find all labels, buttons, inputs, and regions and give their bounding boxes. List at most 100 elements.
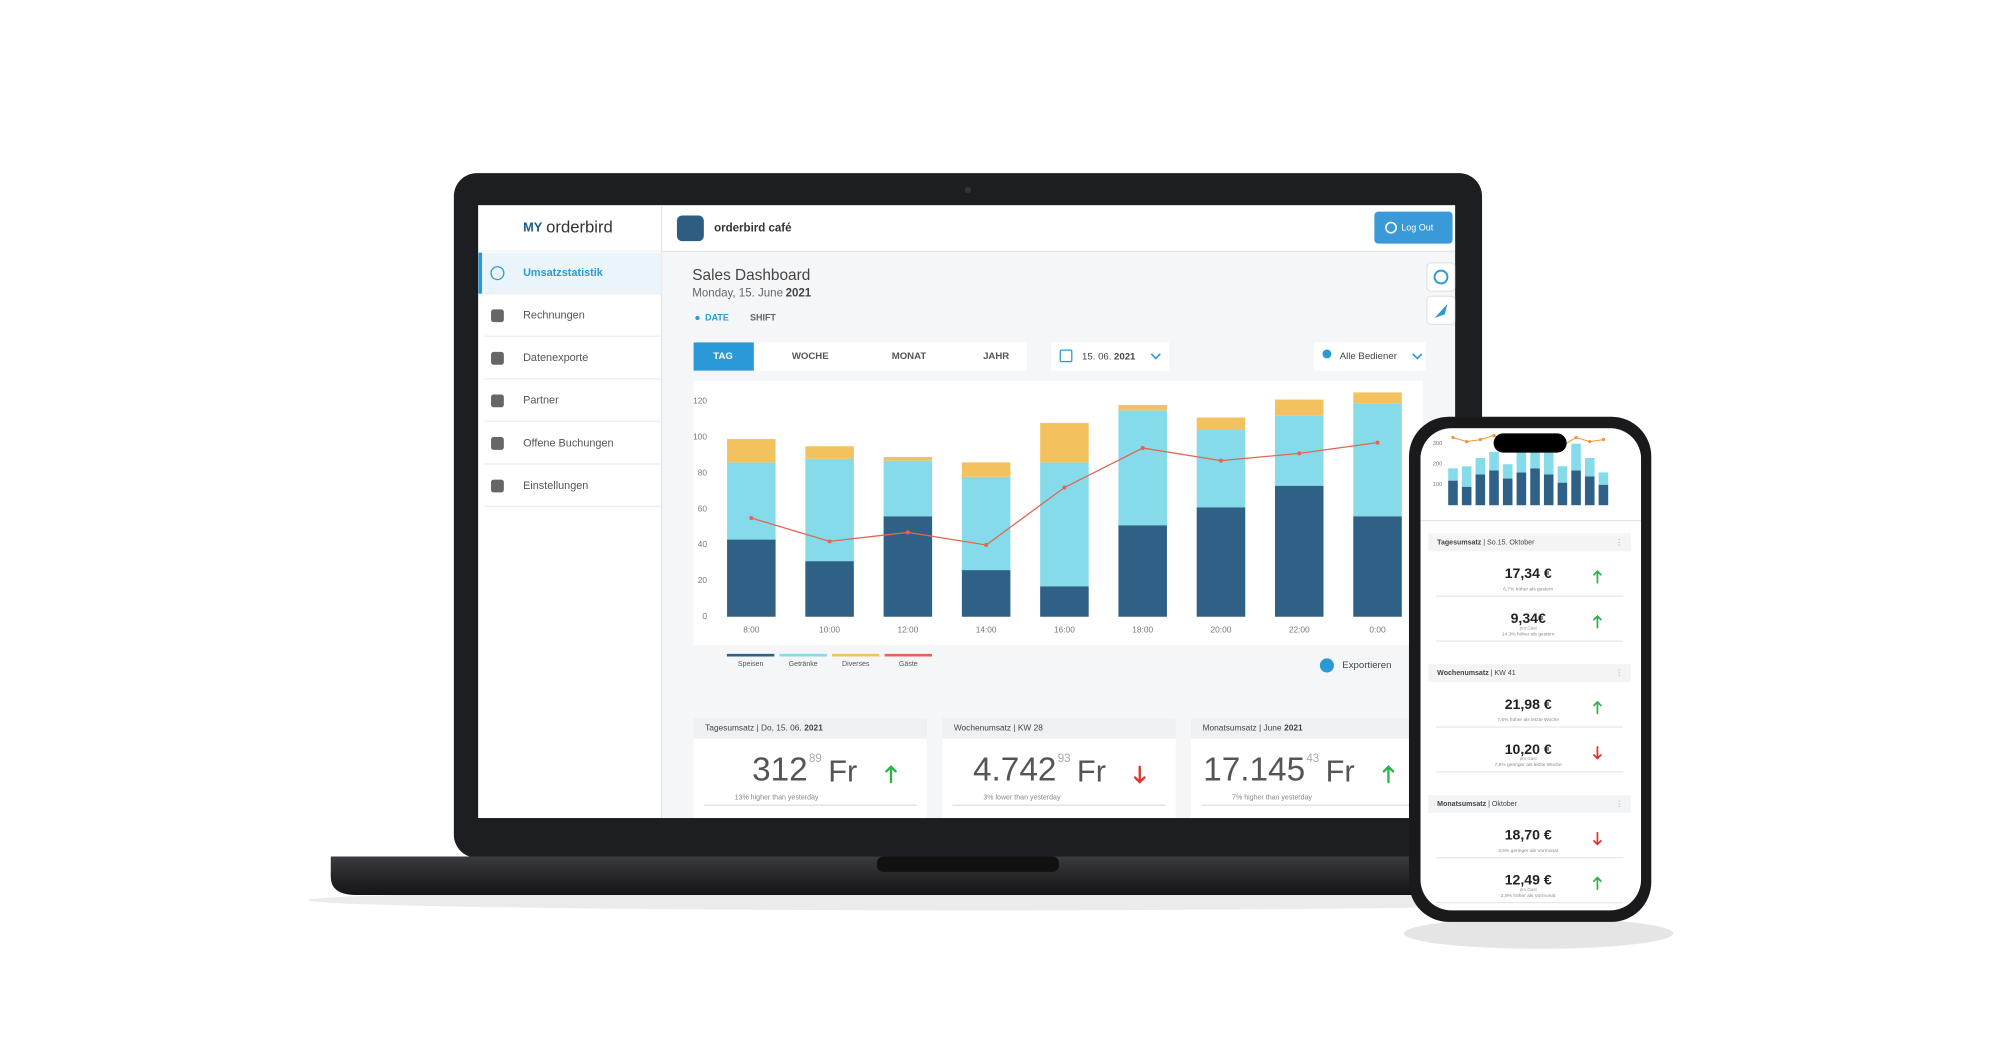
kpi-label: Monatsumsatz | June 2021 bbox=[1203, 722, 1303, 732]
bar-segment bbox=[1598, 472, 1609, 485]
toggle-dot bbox=[695, 315, 700, 321]
bar-segment bbox=[1516, 449, 1527, 473]
staff-filter[interactable] bbox=[1314, 342, 1426, 371]
phone-section-header bbox=[1428, 533, 1631, 552]
nav-item[interactable]: Umsatzstatistik bbox=[523, 267, 604, 279]
line-point bbox=[1140, 445, 1145, 451]
nav-item[interactable]: Einstellungen bbox=[523, 480, 588, 492]
logo-my: MY bbox=[523, 220, 543, 235]
trend-arrow bbox=[1593, 614, 1602, 629]
tab[interactable]: TAG bbox=[713, 351, 733, 362]
nav-active bbox=[478, 252, 662, 294]
phone-value: 18,70 € bbox=[1505, 827, 1552, 843]
kpi-note: 7% higher than yesterday bbox=[1232, 794, 1312, 801]
bar-segment bbox=[1461, 466, 1472, 487]
phone-note: 3,5% geringer als Vormonat bbox=[1498, 848, 1559, 854]
menu-dots: ⋮ bbox=[1615, 668, 1623, 677]
bar-segment bbox=[1557, 466, 1568, 483]
nav-item[interactable]: Datenexporte bbox=[523, 352, 588, 364]
bar-segment bbox=[1502, 478, 1513, 506]
phone-note: 2,9% höher als Vormonat bbox=[1501, 893, 1556, 899]
bar-segment bbox=[883, 457, 933, 461]
bar-segment bbox=[805, 561, 854, 617]
tab-active bbox=[693, 342, 754, 371]
trend-arrow bbox=[1593, 570, 1602, 584]
x-tick-label: 22:00 bbox=[1289, 624, 1310, 634]
dynamic-island bbox=[1493, 433, 1567, 453]
laptop-notch bbox=[876, 856, 1059, 872]
legend-label: Diverses bbox=[842, 661, 870, 668]
phone-section-header bbox=[1428, 794, 1631, 813]
kpi-label: Wochenumsatz | KW 28 bbox=[954, 722, 1043, 732]
kpi-decimals: 93 bbox=[1058, 753, 1071, 765]
x-tick-label: 18:00 bbox=[1132, 624, 1153, 634]
y-tick-label: 300 bbox=[1433, 441, 1443, 447]
line-point bbox=[1601, 437, 1606, 442]
nav-item[interactable]: Offene Buchungen bbox=[523, 437, 614, 449]
line-point bbox=[1588, 439, 1592, 444]
line-point bbox=[1574, 435, 1578, 440]
line-point bbox=[1062, 485, 1067, 490]
chevron bbox=[1412, 353, 1423, 360]
toggle[interactable]: SHIFT bbox=[750, 312, 776, 322]
line-point bbox=[905, 530, 910, 535]
kpi-label-text: Tagesumsatz | Do, 15. 06. bbox=[705, 722, 802, 732]
tab[interactable]: MONAT bbox=[892, 351, 927, 362]
kpi-header bbox=[693, 718, 927, 739]
phone-section-label: Monatsumsatz | Oktober bbox=[1437, 801, 1517, 808]
trend-arrow bbox=[1133, 765, 1146, 784]
date-picker[interactable] bbox=[1051, 342, 1170, 371]
y-tick-label: 100 bbox=[693, 431, 707, 441]
trend-arrow bbox=[885, 765, 897, 784]
date-picker-date: 15. 06. bbox=[1082, 351, 1111, 362]
phone-shadow bbox=[1403, 918, 1674, 949]
toggle[interactable]: DATE bbox=[705, 312, 729, 322]
tab[interactable]: JAHR bbox=[983, 351, 1009, 362]
nav-icon bbox=[491, 351, 504, 365]
y-tick-label: 60 bbox=[698, 503, 708, 513]
date-picker-year: 2021 bbox=[1114, 351, 1136, 362]
bar-segment bbox=[1584, 458, 1595, 477]
line-point bbox=[1465, 439, 1469, 444]
bar-segment bbox=[1353, 516, 1402, 617]
phone-section-sub: | So.15. Oktober bbox=[1481, 539, 1535, 546]
y-tick-label: 100 bbox=[1433, 482, 1443, 488]
y-tick-label: 200 bbox=[1433, 462, 1443, 468]
line-point bbox=[827, 539, 832, 544]
logout-button[interactable] bbox=[1374, 211, 1453, 244]
export-icon[interactable] bbox=[1319, 658, 1334, 673]
date-text: Monday, 15. June bbox=[692, 288, 783, 300]
nav-item[interactable]: Rechnungen bbox=[523, 310, 585, 322]
bar-segment bbox=[1489, 451, 1499, 471]
trend-arrow bbox=[1593, 876, 1602, 891]
kpi-header bbox=[1191, 718, 1425, 739]
bar-segment bbox=[1118, 410, 1167, 526]
line-point bbox=[1218, 458, 1224, 463]
x-tick-label: 14:00 bbox=[976, 624, 997, 634]
phone-section-sub: | KW 41 bbox=[1489, 670, 1516, 677]
tab[interactable]: WOCHE bbox=[792, 351, 829, 362]
bar-segment bbox=[1274, 399, 1324, 416]
nav-icon bbox=[491, 394, 504, 408]
nav-item[interactable]: Partner bbox=[523, 395, 559, 407]
bar-segment bbox=[805, 446, 854, 459]
x-tick-label: 16:00 bbox=[1054, 624, 1075, 634]
export-label[interactable]: Exportieren bbox=[1342, 660, 1391, 671]
chevron bbox=[1150, 353, 1161, 360]
phone-section-title: Monatsumsatz bbox=[1437, 801, 1486, 808]
kpi-currency: Fr bbox=[1077, 753, 1106, 788]
x-tick-label: 0:00 bbox=[1369, 624, 1386, 634]
bar-segment bbox=[883, 460, 933, 517]
line-point bbox=[1451, 435, 1455, 440]
bar-segment bbox=[1530, 468, 1540, 506]
bar-segment bbox=[1543, 449, 1554, 475]
bar-segment bbox=[1584, 476, 1595, 506]
line-point bbox=[1375, 440, 1380, 445]
phone-value: 21,98 € bbox=[1505, 696, 1552, 712]
venue-name: orderbird café bbox=[714, 222, 792, 234]
bar-segment bbox=[961, 570, 1011, 617]
bar-segment bbox=[805, 458, 854, 562]
bar-segment bbox=[727, 462, 776, 540]
bar-segment bbox=[1571, 470, 1581, 506]
